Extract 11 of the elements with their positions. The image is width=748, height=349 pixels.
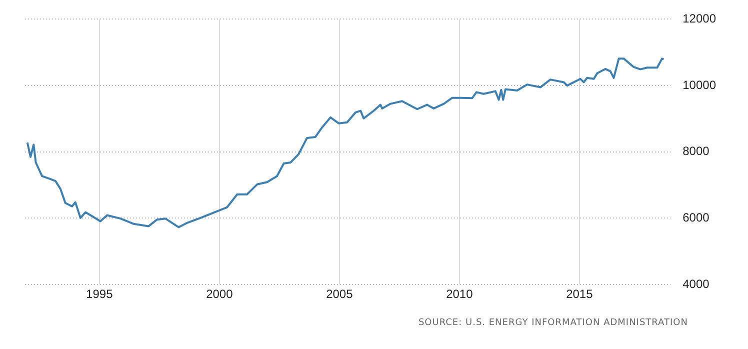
x-tick-label: 2010 (446, 287, 474, 302)
source-note: SOURCE: U.S. ENERGY INFORMATION ADMINISTRATION (418, 318, 688, 328)
y-tick-label: 6000 (682, 210, 710, 225)
x-tick-label: 2015 (566, 287, 594, 302)
x-tick-label: 2005 (326, 287, 354, 302)
y-tick-label: 10000 (682, 78, 716, 92)
y-tick-label: 4000 (682, 276, 710, 291)
x-tick-label: 1995 (86, 287, 114, 302)
y-tick-label: 12000 (682, 12, 716, 26)
y-tick-label: 8000 (682, 144, 710, 158)
x-tick-label: 2000 (206, 287, 234, 302)
